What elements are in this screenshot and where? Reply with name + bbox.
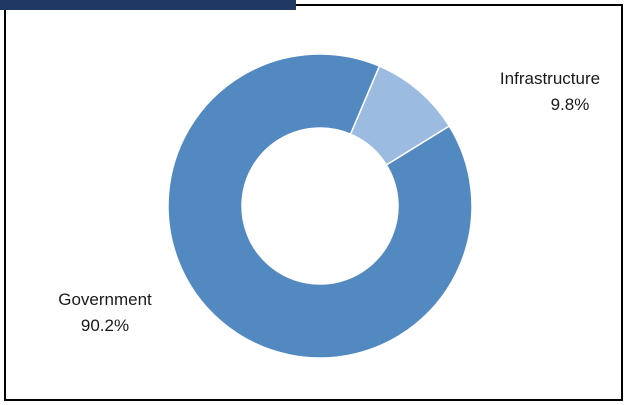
label-infrastructure-name: Infrastructure <box>499 69 601 88</box>
header-bar <box>0 0 296 10</box>
label-infrastructure: Infrastructure 9.8% <box>470 66 629 118</box>
label-government-value: 90.2% <box>80 316 130 335</box>
label-government: Government 90.2% <box>30 287 180 339</box>
label-government-name: Government <box>58 290 152 309</box>
label-infrastructure-value: 9.8% <box>550 95 590 114</box>
slice-government <box>167 53 473 359</box>
